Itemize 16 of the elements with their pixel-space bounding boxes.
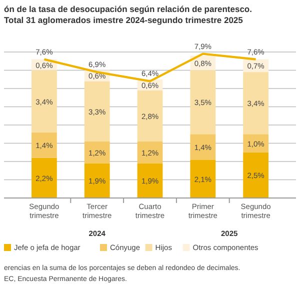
bar: [32, 70, 57, 132]
bar: [137, 163, 163, 198]
bar: [190, 134, 216, 160]
bar: [32, 132, 57, 158]
bar: [137, 141, 163, 164]
bar: [84, 141, 110, 164]
chart-title: ón de la tasa de desocupación según relación de parentesco. Total 31 aglomerados imestre 2024-segundo trimestre 2025: [4, 4, 252, 25]
bar: [190, 70, 216, 134]
bar: [84, 163, 110, 198]
bar: [190, 160, 216, 198]
bar: [137, 90, 163, 142]
bar: [243, 72, 268, 134]
bar: [32, 158, 57, 198]
bar: [84, 81, 110, 142]
bar: [243, 152, 268, 198]
bar: [243, 134, 268, 152]
